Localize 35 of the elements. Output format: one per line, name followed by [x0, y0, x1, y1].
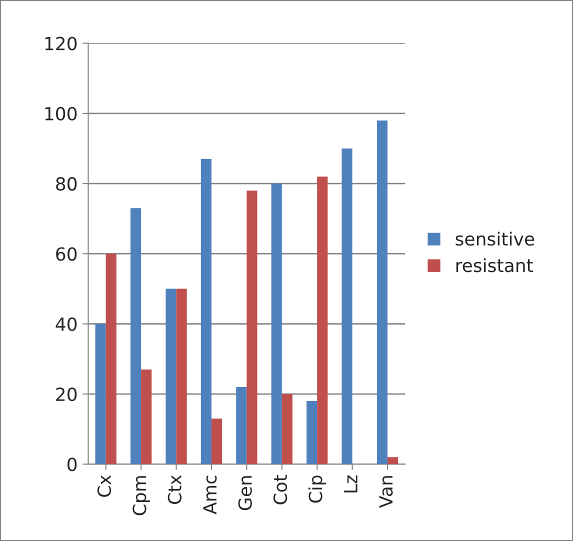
bar	[166, 288, 176, 464]
x-tick-label: Cot	[273, 475, 288, 504]
y-tick-label: 100	[45, 106, 77, 121]
y-tick-label: 80	[56, 177, 77, 191]
x-tick-label: Lz	[344, 475, 358, 492]
bar	[236, 387, 247, 464]
y-tick-label: 0	[68, 458, 77, 472]
bar	[95, 324, 106, 464]
legend-label: resistant	[456, 258, 533, 272]
x-tick-label: Cpm	[132, 476, 150, 516]
bar	[282, 394, 292, 464]
bar	[211, 418, 222, 464]
x-tick-label: Cx	[97, 475, 112, 497]
bar	[176, 288, 187, 464]
bar	[246, 190, 258, 464]
bar	[376, 120, 388, 464]
bar	[106, 254, 116, 464]
legend-label: sensitive	[456, 232, 534, 246]
y-tick-label: 120	[45, 36, 77, 50]
bar	[271, 184, 282, 464]
bar	[141, 369, 152, 464]
x-tick-label: Van	[379, 476, 393, 508]
bar	[200, 159, 212, 464]
x-tick-label: Gen	[238, 476, 252, 510]
y-tick-label: 40	[56, 317, 77, 331]
x-tick-label: Amc	[203, 476, 217, 514]
y-tick-label: 20	[56, 387, 77, 402]
bar	[306, 401, 318, 464]
x-tick-label: Cip	[308, 476, 326, 503]
bar	[317, 176, 328, 464]
y-tick-label: 60	[56, 247, 77, 261]
bar	[388, 457, 398, 464]
x-tick-label: Ctx	[168, 475, 182, 504]
bar	[130, 208, 142, 464]
bar	[342, 148, 352, 464]
